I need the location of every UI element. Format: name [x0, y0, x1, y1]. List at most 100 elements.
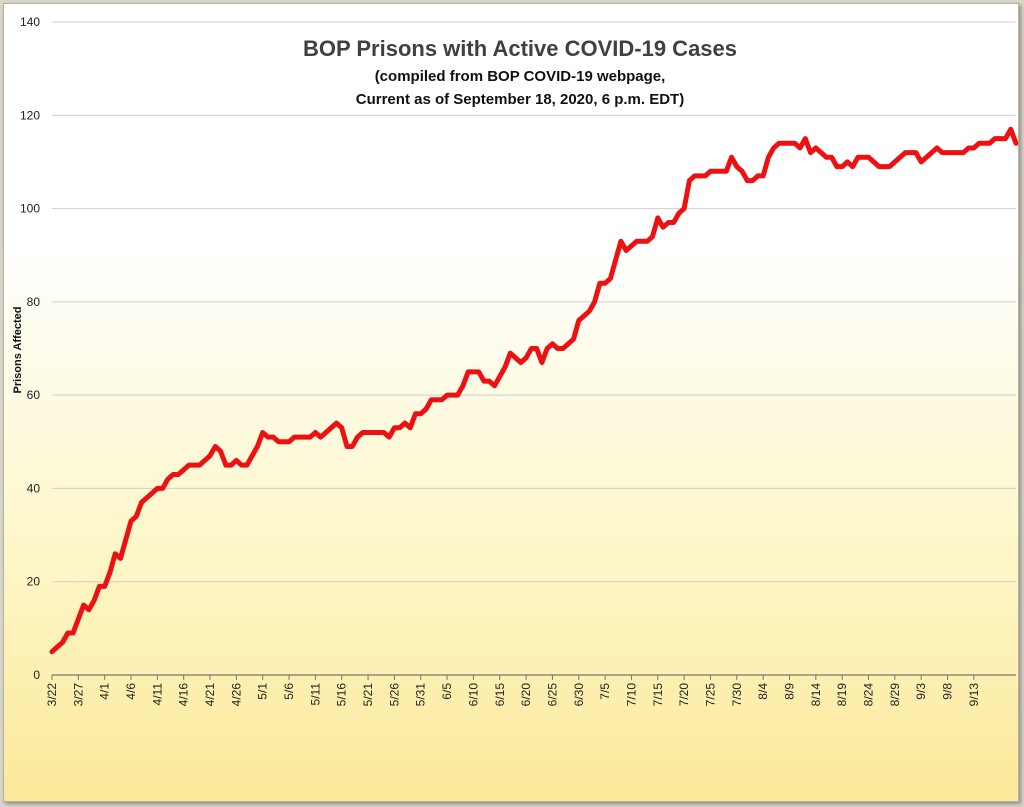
data-point	[619, 239, 623, 243]
x-tick-label: 7/30	[730, 683, 744, 707]
x-tick-label: 4/16	[177, 683, 191, 707]
x-tick-label: 6/10	[466, 683, 480, 707]
data-point	[92, 598, 96, 602]
x-tick-label: 6/30	[572, 683, 586, 707]
data-point	[340, 426, 344, 430]
x-tick-label: 7/5	[598, 683, 612, 700]
data-point	[482, 379, 486, 383]
y-tick-label: 120	[20, 108, 40, 122]
data-point	[408, 426, 412, 430]
data-point	[224, 463, 228, 467]
data-point	[456, 393, 460, 397]
data-point	[735, 165, 739, 169]
data-point	[898, 155, 902, 159]
x-tick-label: 8/29	[888, 683, 902, 707]
data-point	[503, 365, 507, 369]
data-point	[319, 435, 323, 439]
data-point	[150, 491, 154, 495]
data-point	[730, 155, 734, 159]
data-point	[461, 384, 465, 388]
data-point	[124, 538, 128, 542]
data-point	[845, 160, 849, 164]
data-point	[703, 174, 707, 178]
data-point	[672, 221, 676, 225]
data-point	[540, 360, 544, 364]
data-point	[851, 165, 855, 169]
data-point	[777, 141, 781, 145]
data-point	[614, 258, 618, 262]
data-point	[1009, 127, 1013, 131]
x-tick-label: 8/24	[862, 683, 876, 707]
x-tick-label: 6/5	[440, 683, 454, 700]
data-point	[477, 370, 481, 374]
x-tick-label: 3/27	[71, 683, 85, 707]
data-point	[492, 384, 496, 388]
y-tick-label: 100	[20, 202, 40, 216]
chart-frame	[3, 3, 1019, 802]
data-point	[835, 165, 839, 169]
data-point	[334, 421, 338, 425]
data-point	[645, 239, 649, 243]
data-point	[587, 309, 591, 313]
x-tick-label: 5/11	[308, 683, 322, 706]
data-point	[356, 435, 360, 439]
data-point	[445, 393, 449, 397]
data-point	[129, 519, 133, 523]
data-point	[961, 151, 965, 155]
data-point	[324, 430, 328, 434]
data-point	[824, 155, 828, 159]
data-point	[656, 216, 660, 220]
data-point	[635, 239, 639, 243]
data-point	[71, 631, 75, 635]
x-tick-label: 5/31	[414, 683, 428, 707]
gridlines	[52, 21, 1016, 676]
data-point	[118, 556, 122, 560]
data-point	[192, 463, 196, 467]
data-point	[882, 165, 886, 169]
data-point	[766, 155, 770, 159]
x-tick-label: 5/26	[387, 683, 401, 707]
data-point	[229, 463, 233, 467]
data-point	[298, 435, 302, 439]
data-point	[176, 472, 180, 476]
data-point	[582, 314, 586, 318]
data-point	[450, 393, 454, 397]
data-point	[61, 640, 65, 644]
x-tick-label: 4/1	[98, 683, 112, 700]
data-point	[998, 137, 1002, 141]
data-point	[155, 486, 159, 490]
data-point	[946, 151, 950, 155]
data-point	[608, 277, 612, 281]
data-point	[287, 440, 291, 444]
data-point	[392, 426, 396, 430]
y-axis-label: Prisons Affected	[12, 306, 24, 393]
x-tick-label: 4/21	[203, 683, 217, 707]
data-point	[814, 146, 818, 150]
data-point	[161, 486, 165, 490]
data-point	[313, 430, 317, 434]
y-tick-label: 60	[27, 388, 41, 402]
x-tick-label: 9/13	[967, 683, 981, 707]
data-point	[440, 398, 444, 402]
data-point	[624, 249, 628, 253]
x-tick-label: 6/15	[493, 683, 507, 707]
data-point	[993, 137, 997, 141]
data-point	[988, 141, 992, 145]
data-point	[377, 430, 381, 434]
data-point	[487, 379, 491, 383]
data-point	[277, 440, 281, 444]
x-tick-label: 5/21	[361, 683, 375, 707]
data-point	[245, 463, 249, 467]
data-point	[719, 169, 723, 173]
chart-title: BOP Prisons with Active COVID-19 Cases	[303, 36, 737, 61]
data-point	[350, 444, 354, 448]
data-point	[803, 137, 807, 141]
data-point	[977, 141, 981, 145]
data-point	[603, 281, 607, 285]
data-point	[292, 435, 296, 439]
data-point	[751, 179, 755, 183]
data-point	[134, 514, 138, 518]
data-point	[909, 151, 913, 155]
data-point	[893, 160, 897, 164]
